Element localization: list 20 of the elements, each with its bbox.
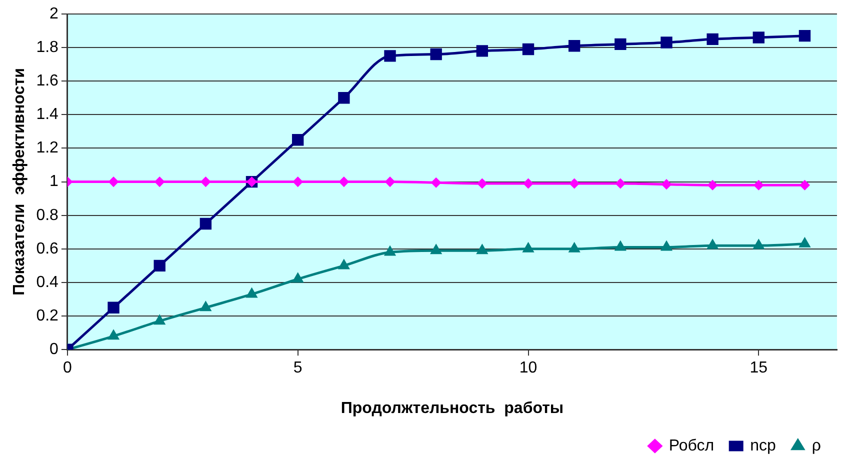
y-tick-label: 0.4: [36, 274, 59, 291]
y-tick-label: 0.2: [36, 307, 59, 324]
x-tick-label: 5: [293, 360, 302, 377]
y-tick-label: 1.4: [36, 106, 59, 124]
legend-label: Робсл: [668, 437, 714, 454]
y-tick-label: 2: [50, 5, 59, 22]
x-tick-label: 0: [62, 360, 72, 377]
y-tick-label: 0: [50, 341, 59, 358]
y-tick-label: 1.8: [36, 38, 59, 56]
x-tick-label: 15: [750, 360, 768, 377]
x-axis-title: Продолжтельность работы: [340, 400, 564, 417]
legend-label: ρ: [812, 437, 822, 454]
y-tick-label: 1.2: [36, 140, 59, 157]
y-tick-label: 1.6: [36, 72, 59, 90]
y-axis-title: Показатели эффективности: [11, 68, 28, 296]
legend-label: nср: [750, 437, 776, 454]
y-tick-label: 1: [50, 173, 59, 190]
y-tick-label: 0.8: [36, 206, 59, 224]
y-tick-label: 0.6: [36, 240, 59, 258]
x-tick-label: 10: [519, 360, 538, 377]
